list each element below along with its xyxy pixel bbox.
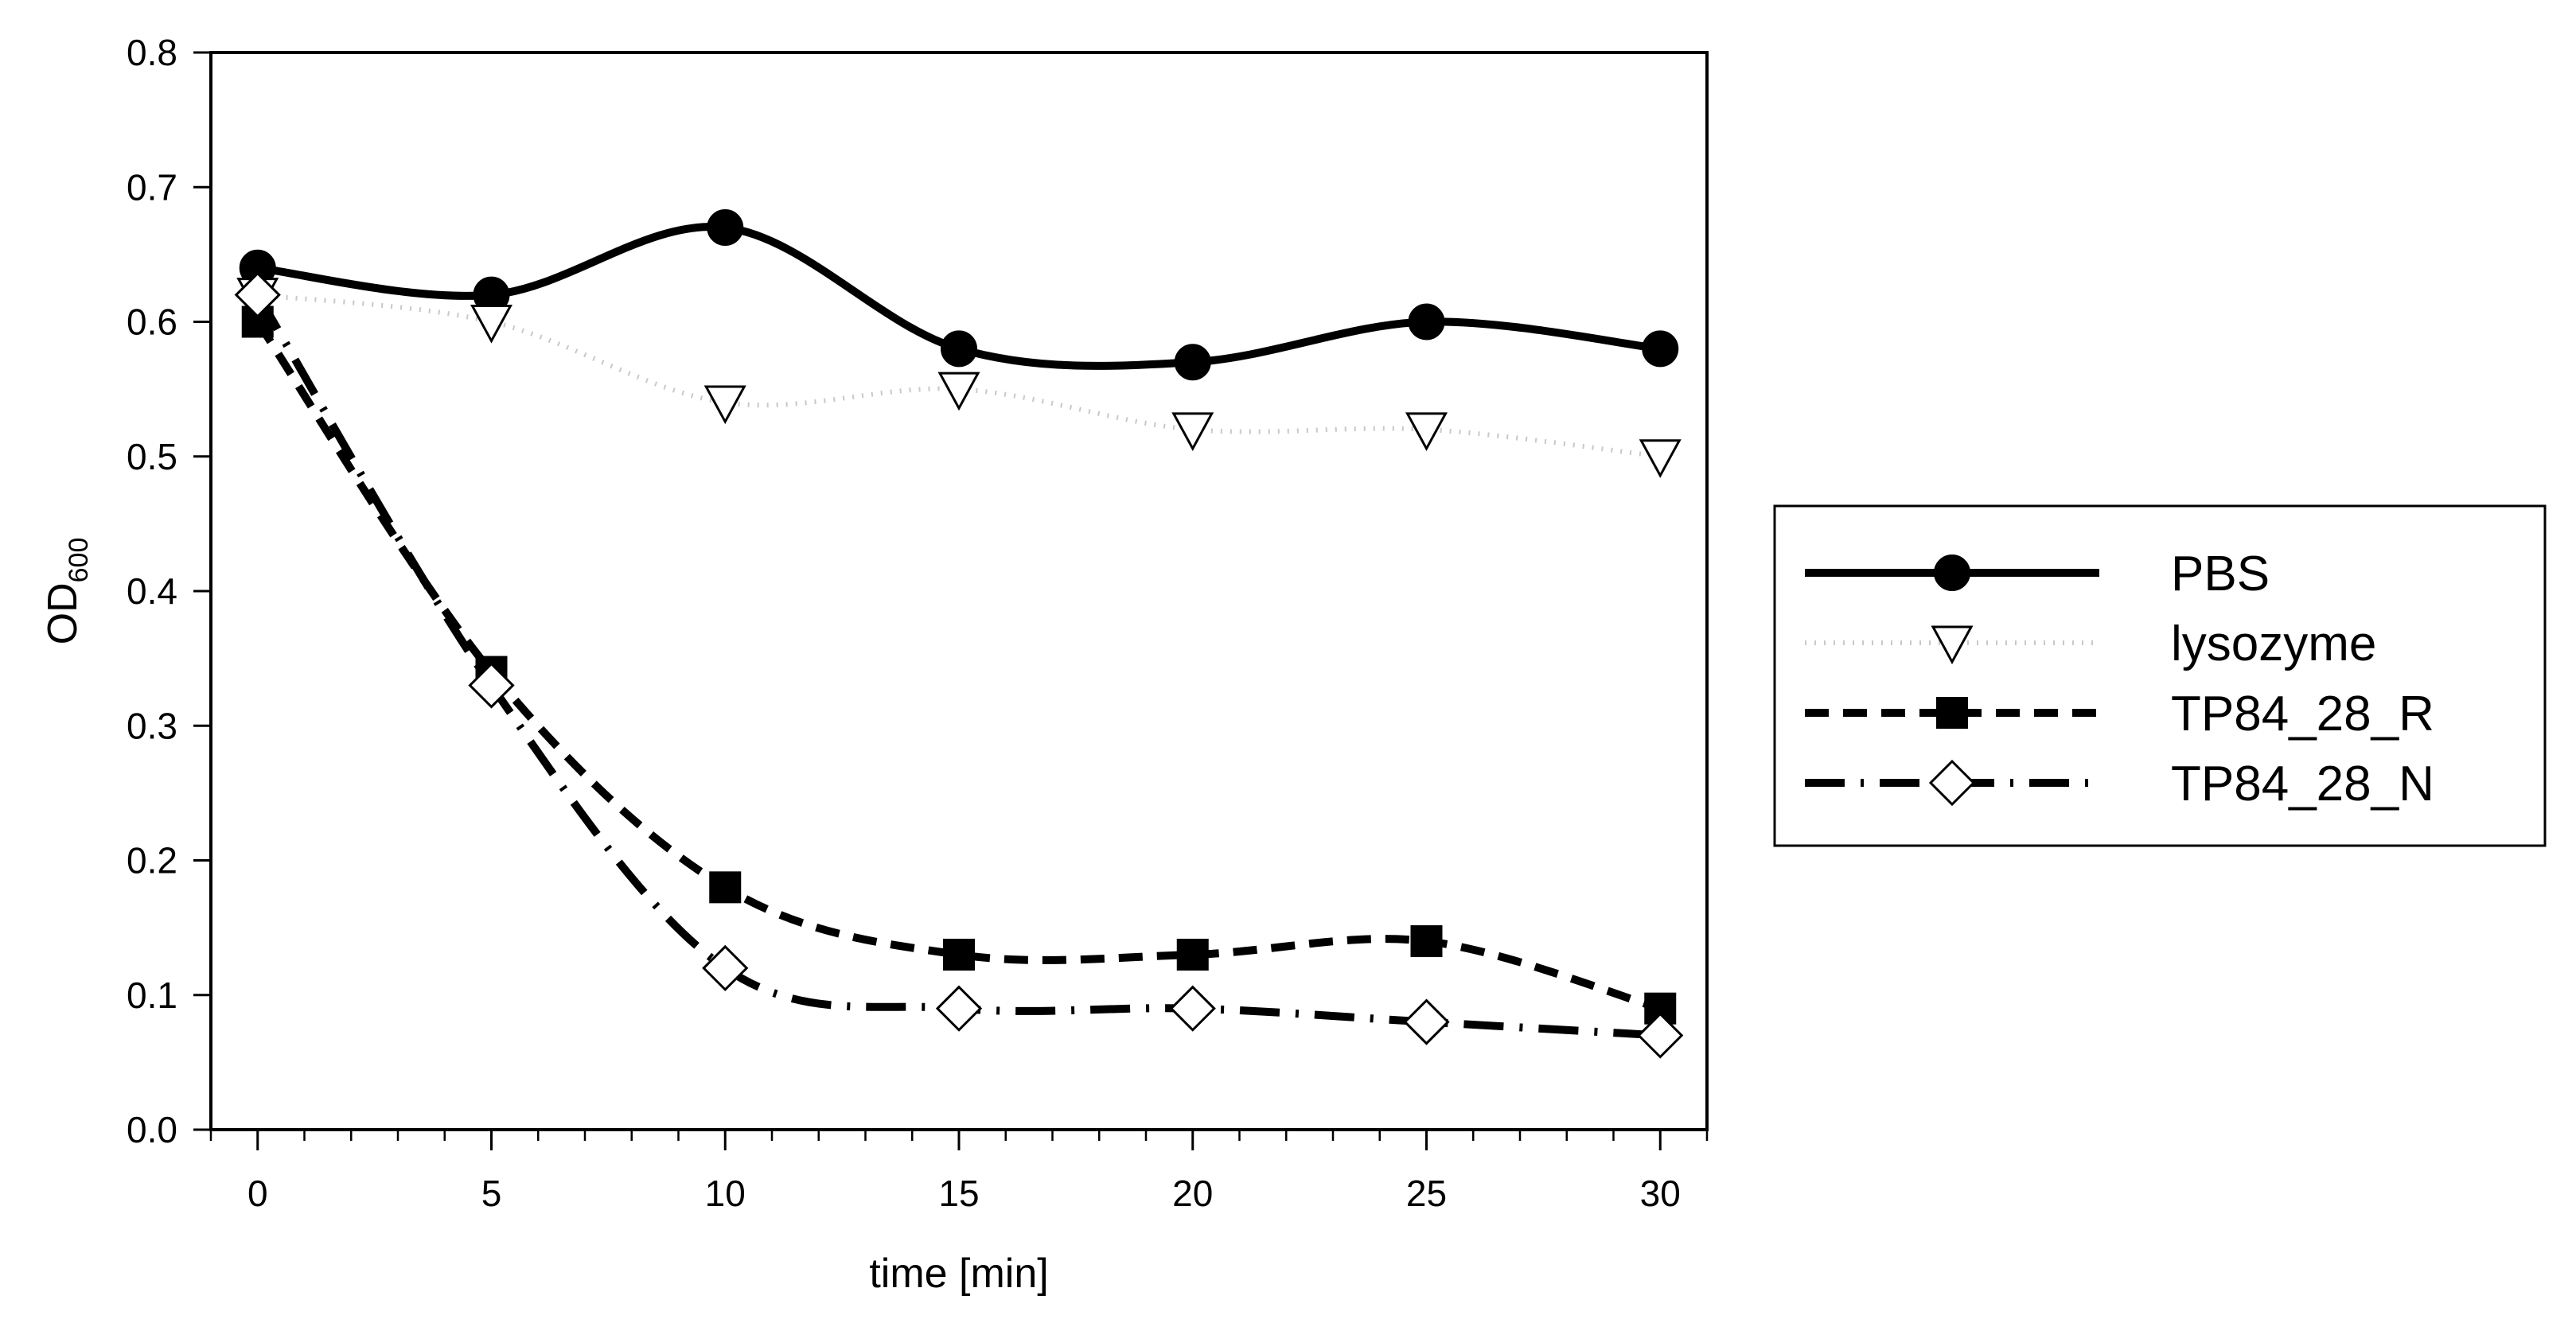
legend-box: [1773, 504, 2547, 847]
legend-marker-pbs: [1934, 554, 1970, 591]
data-point-tp84-28-r: [1176, 938, 1209, 971]
data-point-lysozyme: [1171, 412, 1214, 452]
data-point-tp84-28-n: [468, 662, 515, 709]
data-point-lysozyme: [1405, 412, 1448, 452]
data-point-tp84-28-r: [1410, 925, 1443, 958]
x-tick-label: 25: [1406, 1173, 1447, 1214]
legend-marker-tp84-28-n: [1928, 759, 1976, 807]
y-tick-label: 0.4: [127, 570, 177, 612]
y-tick-label: 0.3: [127, 705, 177, 746]
x-tick-label: 20: [1172, 1173, 1213, 1214]
y-tick-label: 0.8: [127, 32, 177, 73]
series-layer: [234, 209, 1684, 1059]
data-point-pbs: [1408, 303, 1445, 340]
data-point-lysozyme: [470, 305, 513, 344]
legend: PBS lysozyme TP84_28_R TP84_28_N: [1773, 504, 2547, 847]
y-tick-label: 0.5: [127, 436, 177, 477]
series-line-tp84-28-r: [254, 319, 1662, 1013]
legend-label-tp84-28-n: TP84_28_N: [2171, 757, 2434, 811]
series-pbs: [239, 209, 1679, 381]
data-point-tp84-28-r: [709, 871, 742, 904]
y-axis-title-main: OD: [40, 582, 86, 644]
x-axis-title: time [min]: [869, 1251, 1048, 1297]
data-point-tp84-28-n: [234, 271, 281, 318]
y-tick-label: 0.1: [127, 975, 177, 1016]
y-tick-label: 0.7: [127, 166, 177, 208]
x-tick-label: 10: [705, 1173, 746, 1214]
data-point-pbs: [707, 209, 744, 247]
x-axis: 0 5 10 15 20 25 30: [209, 1130, 1709, 1214]
x-tick-label: 0: [247, 1173, 268, 1214]
y-axis: 0.0 0.1 0.2 0.3 0.4 0.5 0.6 0.7 0.8: [127, 32, 211, 1150]
legend-entries: PBS lysozyme TP84_28_R TP84_28_N: [1805, 547, 2434, 811]
data-point-tp84-28-r: [943, 938, 975, 971]
y-axis-title: OD600: [40, 538, 94, 645]
x-tick-label: 15: [938, 1173, 979, 1214]
series-lysozyme: [236, 278, 1682, 478]
y-tick-label: 0.2: [127, 840, 177, 881]
data-point-lysozyme: [937, 372, 980, 411]
series-tp84-28-n: [234, 271, 1684, 1059]
x-tick-label: 30: [1640, 1173, 1681, 1214]
legend-label-pbs: PBS: [2171, 547, 2270, 601]
y-axis-title-subscript: 600: [64, 538, 94, 583]
data-point-pbs: [941, 330, 977, 368]
x-tick-label: 5: [481, 1173, 502, 1214]
data-point-tp84-28-n: [702, 944, 749, 992]
data-point-pbs: [1642, 330, 1679, 368]
y-tick-label: 0.0: [127, 1109, 177, 1150]
series-tp84-28-r: [241, 305, 1677, 1025]
data-point-tp84-28-n: [1637, 1012, 1684, 1059]
data-point-pbs: [1174, 344, 1211, 381]
data-point-tp84-28-n: [1169, 985, 1216, 1032]
legend-label-lysozyme: lysozyme: [2171, 617, 2376, 671]
data-point-tp84-28-n: [1403, 998, 1450, 1045]
y-tick-label: 0.6: [127, 302, 177, 343]
data-point-tp84-28-n: [935, 985, 983, 1032]
legend-marker-tp84-28-r: [1936, 697, 1968, 729]
data-point-lysozyme: [1639, 439, 1682, 478]
legend-marker-lysozyme: [1931, 625, 1974, 665]
legend-label-tp84-28-r: TP84_28_R: [2171, 687, 2434, 741]
data-point-lysozyme: [703, 385, 746, 425]
